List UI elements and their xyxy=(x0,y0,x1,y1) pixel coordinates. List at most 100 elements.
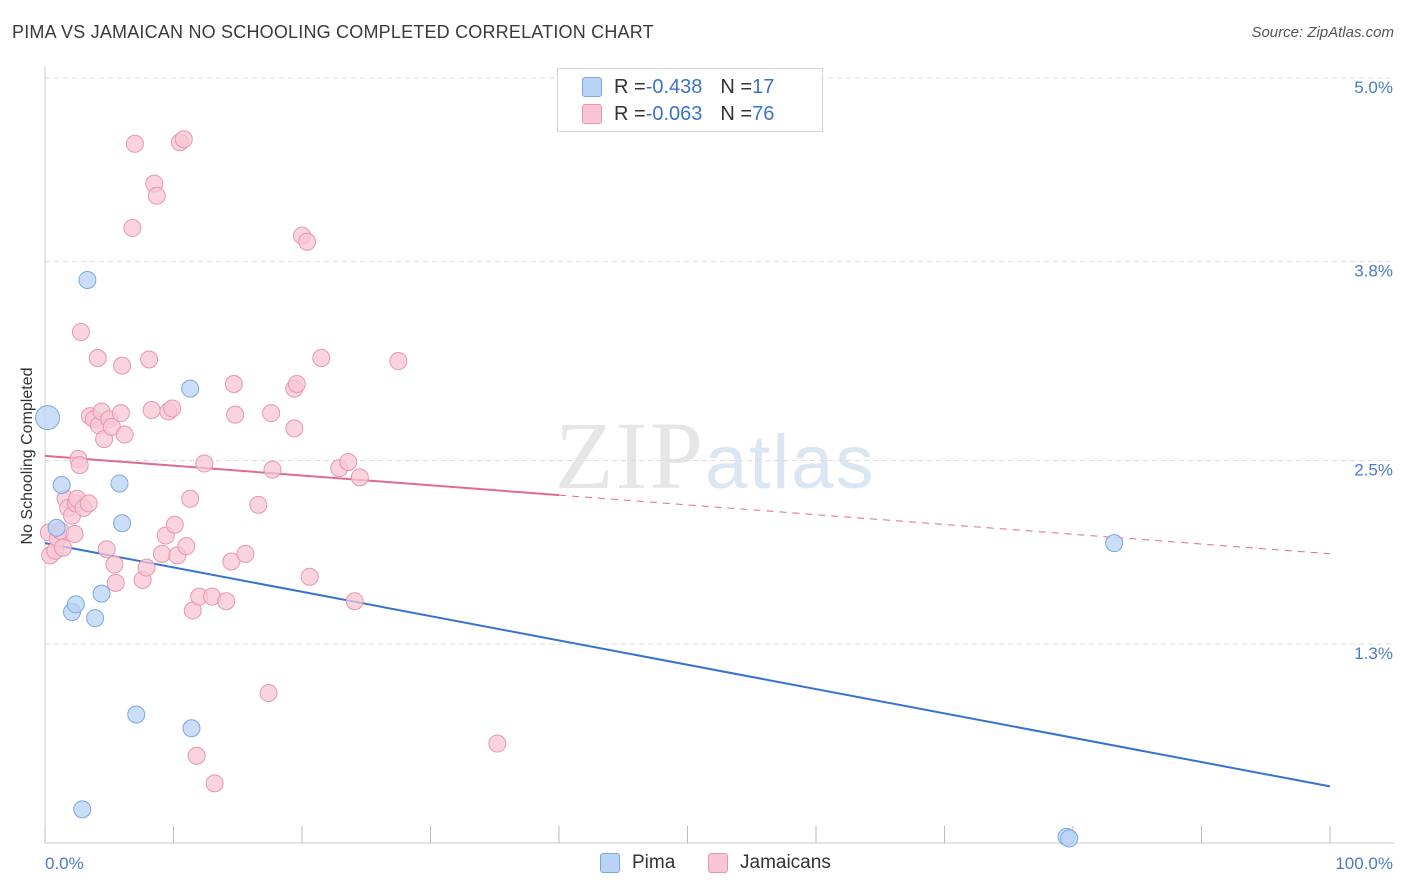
jamaicans-point xyxy=(71,322,90,341)
jamaicans-point xyxy=(217,592,236,611)
y-tick-label: 5.0% xyxy=(1354,78,1393,97)
jamaicans-point xyxy=(236,544,255,563)
jamaicans-point xyxy=(226,405,245,424)
pima-point xyxy=(1060,829,1079,848)
jamaicans-point xyxy=(262,404,281,423)
jamaicans-point xyxy=(195,454,214,473)
jamaicans-r-label: R = xyxy=(614,102,646,125)
series-legend: Pima Jamaicans xyxy=(0,852,1406,878)
y-tick-label: 2.5% xyxy=(1354,461,1393,480)
legend-row-pima: R = -0.438 N = 17 xyxy=(582,75,774,99)
pima-point xyxy=(113,514,132,533)
jamaicans-point xyxy=(105,555,124,574)
jamaicans-r-value: -0.063 xyxy=(645,102,703,125)
jamaicans-point xyxy=(53,538,72,557)
pima-point xyxy=(47,518,66,537)
jamaicans-point xyxy=(79,494,98,513)
pima-legend-swatch xyxy=(600,853,620,873)
pima-point xyxy=(127,705,146,724)
data-points xyxy=(35,130,1124,848)
watermark: ZIPatlas xyxy=(555,400,876,511)
jamaicans-legend-label: Jamaicans xyxy=(740,852,831,873)
legend-row-jamaicans: R = -0.063 N = 76 xyxy=(582,102,774,126)
jamaicans-swatch xyxy=(582,104,602,124)
jamaicans-point xyxy=(115,425,134,444)
x-tick-label-max: 100.0% xyxy=(1335,854,1393,873)
axes xyxy=(44,66,1394,844)
jamaicans-point xyxy=(70,456,89,475)
jamaicans-n-label: N = xyxy=(720,102,753,125)
pima-swatch xyxy=(582,77,602,97)
jamaicans-point xyxy=(163,399,182,418)
pima-n-label: N = xyxy=(720,75,753,98)
pima-point xyxy=(73,800,92,819)
jamaicans-point xyxy=(123,218,142,237)
jamaicans-n-value: 76 xyxy=(752,102,775,125)
pima-point xyxy=(86,609,105,628)
trend-lines xyxy=(44,454,1331,788)
jamaicans-point xyxy=(113,356,132,375)
jamaicans-point xyxy=(88,348,107,367)
jamaicans-point xyxy=(249,495,268,514)
jamaicans-legend-swatch xyxy=(708,853,728,873)
jamaicans-point xyxy=(222,552,241,571)
y-tick-label: 3.8% xyxy=(1354,262,1393,281)
jamaicans-point xyxy=(152,544,171,563)
jamaicans-point xyxy=(298,232,317,251)
jamaicans-point xyxy=(350,468,369,487)
jamaicans-trend-extension xyxy=(558,494,1331,555)
jamaicans-point xyxy=(488,734,507,753)
pima-point xyxy=(66,595,85,614)
jamaicans-point xyxy=(174,130,193,149)
pima-point xyxy=(52,475,71,494)
x-tick-label-min: 0.0% xyxy=(45,854,84,873)
pima-r-label: R = xyxy=(614,75,646,98)
jamaicans-point xyxy=(137,558,156,577)
pima-r-value: -0.438 xyxy=(645,75,703,98)
jamaicans-point xyxy=(111,404,130,423)
chart-title: PIMA VS JAMAICAN NO SCHOOLING COMPLETED … xyxy=(12,22,654,42)
pima-point xyxy=(110,474,129,493)
pima-point xyxy=(35,405,61,431)
watermark-zip: ZIP xyxy=(555,402,705,509)
jamaicans-point xyxy=(263,460,282,479)
jamaicans-point xyxy=(187,746,206,765)
legend-item-pima[interactable]: Pima xyxy=(600,852,675,874)
jamaicans-point xyxy=(140,350,159,369)
pima-point xyxy=(181,379,200,398)
jamaicans-point xyxy=(142,401,161,420)
jamaicans-point xyxy=(389,352,408,371)
jamaicans-point xyxy=(224,375,243,393)
jamaicans-point xyxy=(125,134,144,153)
jamaicans-point xyxy=(106,573,125,592)
jamaicans-point xyxy=(287,375,306,393)
jamaicans-trend-line xyxy=(44,454,560,497)
jamaicans-point xyxy=(259,684,278,703)
source-label: Source: ZipAtlas.com xyxy=(1251,24,1394,41)
jamaicans-point xyxy=(312,348,331,367)
jamaicans-point xyxy=(300,567,319,586)
pima-n-value: 17 xyxy=(752,75,775,98)
jamaicans-point xyxy=(181,489,200,508)
jamaicans-point xyxy=(345,592,364,611)
jamaicans-point xyxy=(65,524,84,543)
jamaicans-point xyxy=(177,537,196,556)
jamaicans-point xyxy=(339,453,358,472)
pima-point xyxy=(1105,534,1124,553)
jamaicans-point xyxy=(97,540,116,559)
pima-point xyxy=(78,270,97,289)
correlation-legend: R = -0.438 N = 17 R = -0.063 N = 76 xyxy=(557,68,823,132)
legend-item-jamaicans[interactable]: Jamaicans xyxy=(708,852,831,874)
pima-legend-label: Pima xyxy=(632,852,676,873)
pima-point xyxy=(182,719,201,738)
jamaicans-point xyxy=(205,774,224,793)
jamaicans-point xyxy=(147,186,166,205)
jamaicans-point xyxy=(285,419,304,438)
jamaicans-point xyxy=(165,515,184,534)
y-tick-label: 1.3% xyxy=(1354,644,1393,663)
pima-trend-line xyxy=(44,542,1331,788)
tick-labels: 1.3% 2.5% 3.8% 5.0% 0.0% 100.0% xyxy=(45,78,1393,873)
watermark-atlas: atlas xyxy=(705,420,876,505)
pima-point xyxy=(92,584,111,603)
